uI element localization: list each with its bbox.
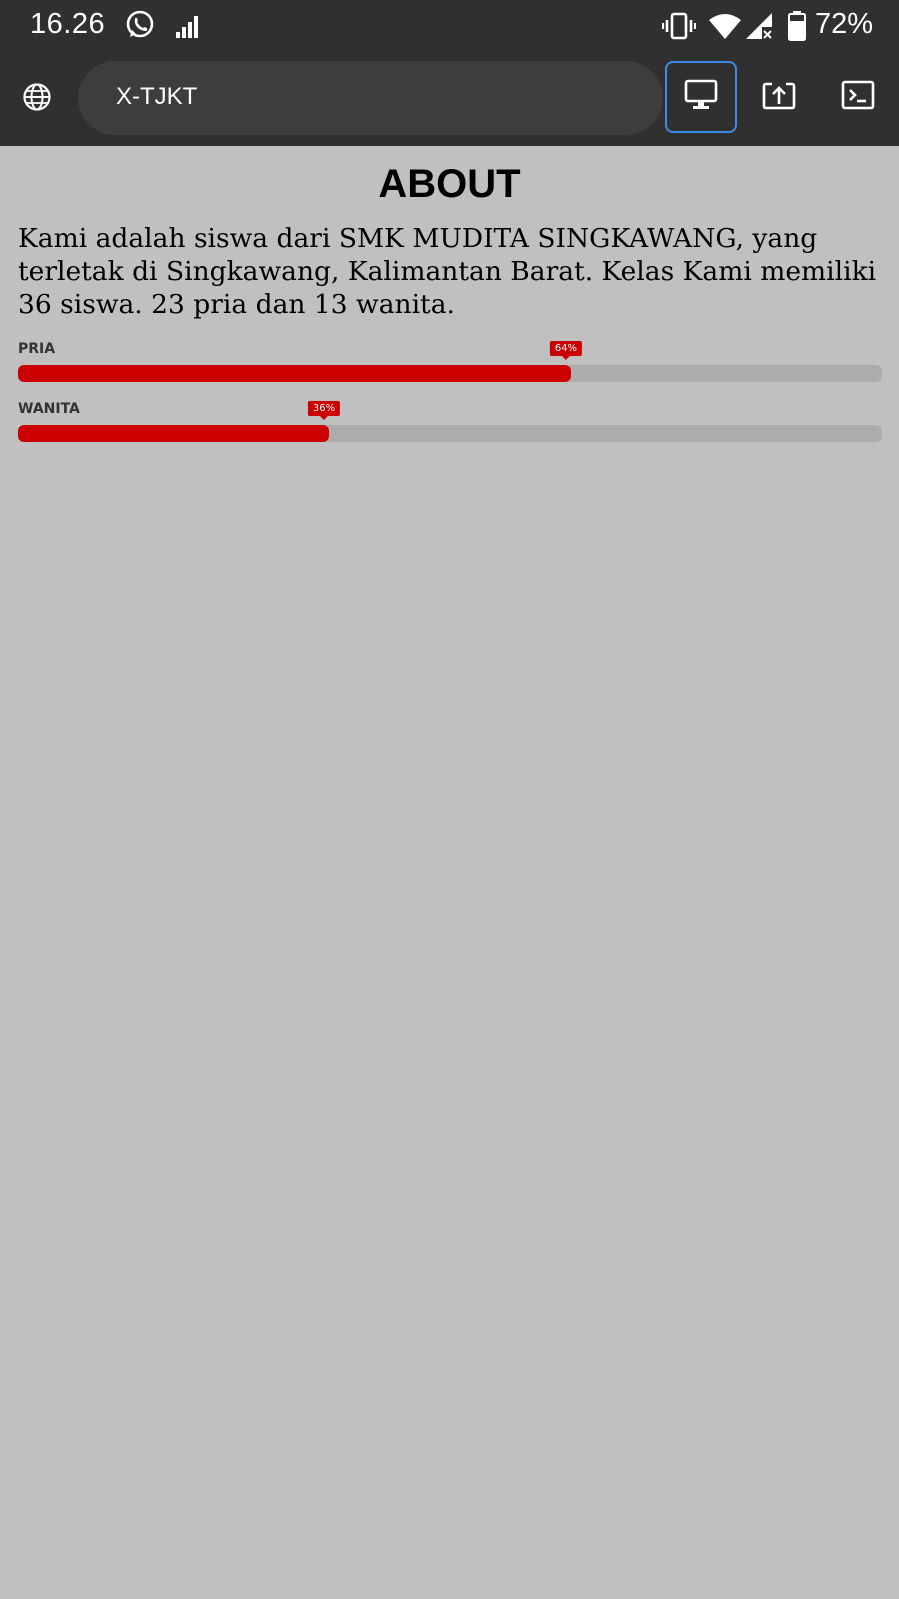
open-in-app-button[interactable] xyxy=(743,61,815,133)
percent-badge: 64% xyxy=(549,341,583,360)
globe-icon[interactable] xyxy=(22,82,52,116)
desktop-mode-button[interactable] xyxy=(665,61,737,133)
status-bar: 16.26 xyxy=(0,0,899,52)
vibrate-icon xyxy=(661,12,697,44)
url-text[interactable]: X-TJKT xyxy=(116,83,198,110)
url-bar[interactable]: X-TJKT xyxy=(78,61,663,135)
skill-pria: PRIA 64% xyxy=(18,335,882,395)
desktop-icon xyxy=(684,79,718,115)
no-signal-icon xyxy=(746,13,774,45)
browser-toolbar: X-TJKT xyxy=(0,52,899,146)
skill-wanita: WANITA 36% xyxy=(18,395,882,455)
console-button[interactable] xyxy=(822,61,894,133)
battery-icon xyxy=(788,11,806,45)
whatsapp-icon xyxy=(124,9,156,45)
page-title: ABOUT xyxy=(378,162,521,206)
terminal-icon xyxy=(841,79,875,115)
progress-fill xyxy=(18,365,571,382)
percent-badge: 36% xyxy=(307,401,341,420)
progress-fill xyxy=(18,425,330,442)
progress-track xyxy=(18,425,882,442)
skill-label: PRIA xyxy=(18,341,56,357)
open-external-icon xyxy=(762,79,796,115)
progress-track xyxy=(18,365,882,382)
skill-label: WANITA xyxy=(18,401,80,417)
wifi-icon xyxy=(708,12,742,44)
page-content: ABOUT Kami adalah siswa dari SMK MUDITA … xyxy=(0,146,899,455)
signal-icon xyxy=(176,16,202,42)
status-time: 16.26 xyxy=(30,8,106,40)
battery-percent: 72% xyxy=(814,8,873,40)
about-description: Kami adalah siswa dari SMK MUDITA SINGKA… xyxy=(18,223,877,320)
